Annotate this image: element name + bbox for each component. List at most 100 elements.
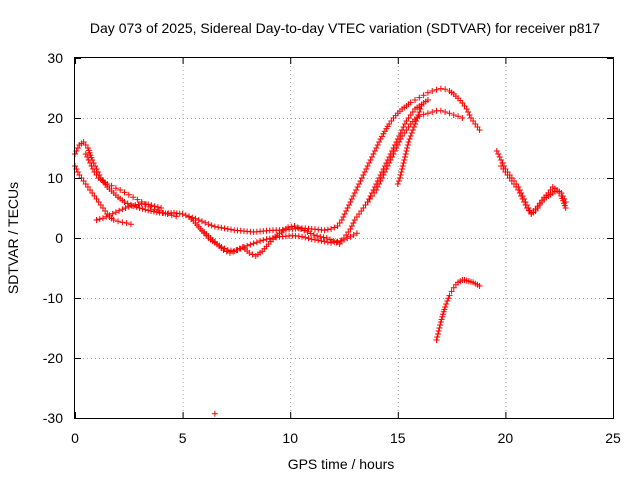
data-point xyxy=(450,112,457,118)
data-point xyxy=(446,292,453,299)
data-point xyxy=(244,242,251,249)
data-point xyxy=(394,181,401,187)
data-point xyxy=(139,205,146,212)
data-point xyxy=(387,157,394,163)
data-point xyxy=(321,227,328,234)
data-point xyxy=(415,112,422,118)
data-point xyxy=(391,148,398,154)
y-tick-label: 30 xyxy=(47,50,63,66)
data-point xyxy=(346,202,353,208)
data-point xyxy=(198,218,205,225)
data-point xyxy=(173,213,180,220)
data-point xyxy=(135,201,142,208)
data-point xyxy=(320,234,327,241)
data-point xyxy=(412,121,419,127)
data-point xyxy=(350,220,357,226)
data-point xyxy=(408,130,415,136)
data-point xyxy=(354,184,361,190)
data-point xyxy=(380,130,387,137)
data-point xyxy=(353,230,360,237)
data-point xyxy=(87,160,94,166)
y-tick-label: 20 xyxy=(47,110,63,126)
data-point xyxy=(195,217,202,223)
data-point xyxy=(285,224,292,231)
data-point xyxy=(330,238,337,244)
data-point xyxy=(374,184,381,190)
x-tick-label: 20 xyxy=(498,430,514,446)
data-point xyxy=(263,236,270,243)
data-point xyxy=(202,219,209,226)
data-point xyxy=(400,160,407,166)
data-point xyxy=(404,142,411,148)
data-point xyxy=(104,181,111,187)
data-point xyxy=(413,118,420,124)
data-point xyxy=(476,283,483,289)
data-point xyxy=(442,109,449,115)
data-point xyxy=(129,202,136,209)
series-arc-i xyxy=(394,103,425,187)
data-point xyxy=(136,205,143,211)
data-point xyxy=(437,107,444,114)
data-point xyxy=(390,151,397,157)
data-point xyxy=(396,175,403,181)
data-point xyxy=(370,151,377,157)
data-point xyxy=(96,216,103,223)
data-point xyxy=(396,139,403,145)
data-point xyxy=(496,154,503,160)
data-point xyxy=(121,189,128,196)
data-point xyxy=(122,205,129,211)
data-point xyxy=(414,115,421,121)
series-arc-d xyxy=(93,200,165,223)
data-point xyxy=(324,226,331,233)
data-point xyxy=(429,109,436,115)
data-point xyxy=(145,201,152,208)
data-point xyxy=(253,239,260,246)
data-point xyxy=(295,233,302,240)
data-point xyxy=(340,214,347,220)
x-tick-label: 25 xyxy=(605,430,621,446)
x-tick-labels: 0 5 10 15 20 25 xyxy=(71,430,621,446)
data-point xyxy=(356,181,363,187)
data-point xyxy=(424,89,431,96)
data-point xyxy=(291,223,298,229)
data-point xyxy=(519,196,526,202)
data-point xyxy=(106,212,113,219)
data-point xyxy=(89,166,96,172)
data-point xyxy=(228,226,235,233)
data-point xyxy=(125,191,132,198)
data-point xyxy=(463,106,470,112)
data-point xyxy=(84,154,91,160)
data-point xyxy=(401,154,408,160)
data-point xyxy=(438,316,445,323)
data-point xyxy=(221,225,228,232)
data-point xyxy=(420,111,427,118)
data-point xyxy=(416,109,423,115)
data-point xyxy=(112,185,119,192)
data-point xyxy=(148,202,155,209)
data-point xyxy=(376,139,383,145)
data-point xyxy=(433,337,440,343)
data-point xyxy=(435,328,442,334)
data-point xyxy=(311,236,318,243)
data-point xyxy=(418,103,425,109)
data-point xyxy=(377,136,384,142)
data-point xyxy=(434,334,441,340)
data-point xyxy=(374,142,381,148)
data-point xyxy=(361,169,368,175)
data-point xyxy=(358,175,365,181)
data-point xyxy=(333,239,340,246)
data-points xyxy=(72,85,569,417)
data-point xyxy=(516,190,523,196)
data-point xyxy=(399,163,406,169)
data-point xyxy=(250,240,257,247)
plot-frame xyxy=(74,57,614,419)
data-point xyxy=(160,209,167,216)
y-tick-label: -20 xyxy=(43,350,63,366)
data-point xyxy=(409,127,416,133)
data-point xyxy=(433,86,440,93)
data-point xyxy=(130,194,137,201)
data-point xyxy=(119,206,126,213)
data-point xyxy=(321,238,328,245)
data-point xyxy=(341,211,348,217)
data-point xyxy=(109,210,116,217)
